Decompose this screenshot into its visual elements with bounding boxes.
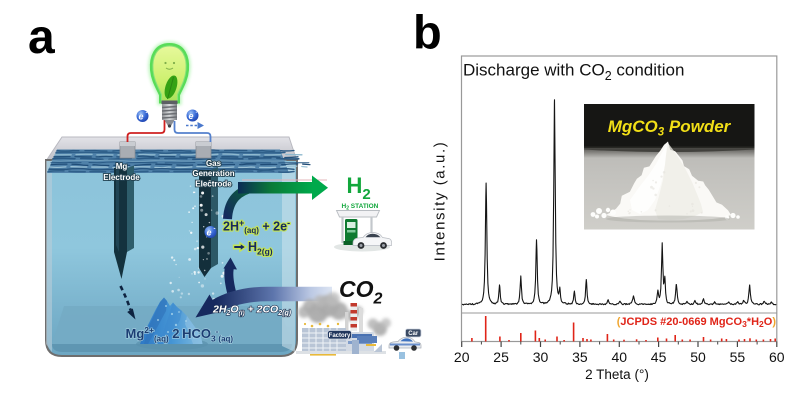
svg-text:Factory: Factory [329, 333, 351, 339]
svg-text:e: e [188, 111, 193, 121]
svg-text:50: 50 [690, 349, 706, 365]
svg-text:Mg: Mg [116, 162, 128, 171]
svg-text:Gas: Gas [206, 159, 222, 168]
svg-text:40: 40 [612, 349, 628, 365]
svg-text:Electrode: Electrode [103, 173, 140, 182]
svg-text:2H2O(l) + 2CO2(g): 2H2O(l) + 2CO2(g) [212, 304, 292, 318]
svg-text:-: - [146, 111, 148, 117]
svg-text:H2 STATION: H2 STATION [342, 203, 379, 212]
svg-text:a: a [28, 11, 55, 64]
svg-text:45: 45 [651, 349, 667, 365]
svg-text:MgCO3 Powder: MgCO3 Powder [608, 117, 732, 139]
svg-text:55: 55 [730, 349, 746, 365]
svg-text:35: 35 [572, 349, 588, 365]
svg-text:60: 60 [769, 349, 785, 365]
svg-text:-: - [214, 227, 216, 233]
svg-text:Electrode: Electrode [195, 180, 232, 189]
svg-text:2 Theta (°): 2 Theta (°) [585, 367, 649, 382]
svg-text:e: e [206, 228, 211, 238]
svg-text:Discharge with CO2 condition: Discharge with CO2 condition [463, 61, 684, 84]
svg-text:e: e [138, 112, 143, 122]
svg-text:Generation: Generation [192, 169, 234, 178]
svg-text:b: b [413, 6, 442, 59]
svg-text:-: - [196, 110, 198, 116]
svg-text:Car: Car [408, 331, 419, 337]
svg-text:30: 30 [533, 349, 549, 365]
svg-text:20: 20 [454, 349, 470, 365]
svg-text:Intensity (a.u.): Intensity (a.u.) [432, 141, 449, 262]
svg-text:25: 25 [493, 349, 509, 365]
svg-text:(JCPDS #20-0669 MgCO3*H2O): (JCPDS #20-0669 MgCO3*H2O) [617, 316, 777, 329]
